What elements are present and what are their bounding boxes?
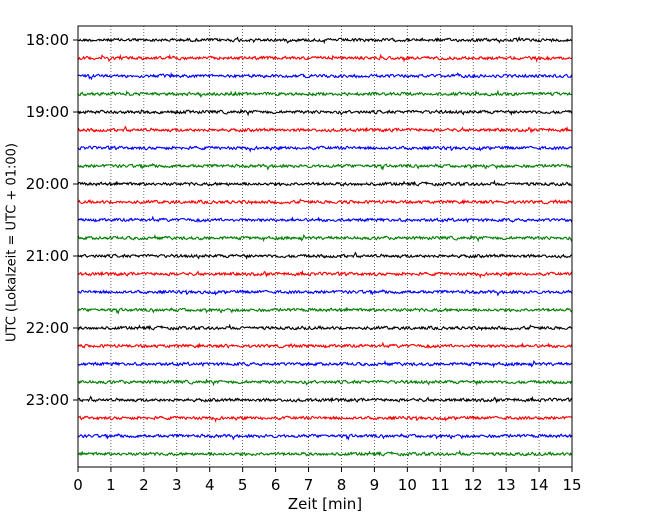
trace-2315 [77,415,573,423]
trace-2345 [77,449,573,457]
trace-1845 [77,89,573,98]
plot-frame [77,25,573,468]
trace-2130 [77,288,573,297]
x-tick-label: 3 [172,476,182,494]
y-tick-label: 21:00 [26,247,69,265]
y-axis-label: UTC (Lokalzeit = UTC + 01:00) [5,143,20,342]
trace-2215 [77,341,573,350]
y-tick-label: 18:00 [26,31,69,49]
trace-2015 [77,198,573,206]
trace-2000 [77,179,573,187]
trace-2245 [77,378,573,387]
y-tick-label: 19:00 [26,103,69,121]
trace-2115 [77,269,573,279]
y-tick-label: 22:00 [26,319,69,337]
trace-1930 [77,145,573,153]
x-tick-label: 11 [431,476,450,494]
x-axis-ticks: 0 1 2 3 4 5 6 7 8 9 10 11 12 13 14 15 [73,467,582,494]
trace-1945 [77,162,573,171]
x-tick-label: 1 [106,476,116,494]
x-tick-label: 5 [238,476,248,494]
trace-2100 [77,251,573,260]
y-axis-ticks: 18:00 19:00 20:00 21:00 22:00 23:00 [26,31,78,409]
trace-2145 [77,307,573,315]
trace-1915 [77,125,573,134]
x-tick-label: 14 [530,476,549,494]
x-tick-label: 12 [464,476,483,494]
trace-2045 [77,233,573,243]
x-tick-label: 6 [271,476,281,494]
x-tick-label: 10 [398,476,417,494]
trace-2300 [77,395,573,404]
x-tick-label: 9 [370,476,380,494]
x-tick-label: 7 [304,476,314,494]
seismic-traces [77,36,573,457]
trace-2200 [77,323,573,332]
trace-1815 [77,53,573,63]
trace-1830 [77,71,573,81]
x-tick-label: 0 [73,476,83,494]
trace-2030 [77,215,573,224]
x-tick-label: 4 [205,476,215,494]
y-tick-label: 20:00 [26,175,69,193]
trace-2230 [77,359,573,369]
y-tick-label: 23:00 [26,391,69,409]
x-tick-label: 2 [139,476,149,494]
x-tick-label: 15 [562,476,581,494]
trace-1900 [77,108,573,117]
x-tick-label: 8 [337,476,347,494]
trace-1800 [77,36,573,45]
x-tick-label: 13 [497,476,516,494]
x-axis-label: Zeit [min] [288,495,362,513]
trace-2330 [77,432,573,441]
